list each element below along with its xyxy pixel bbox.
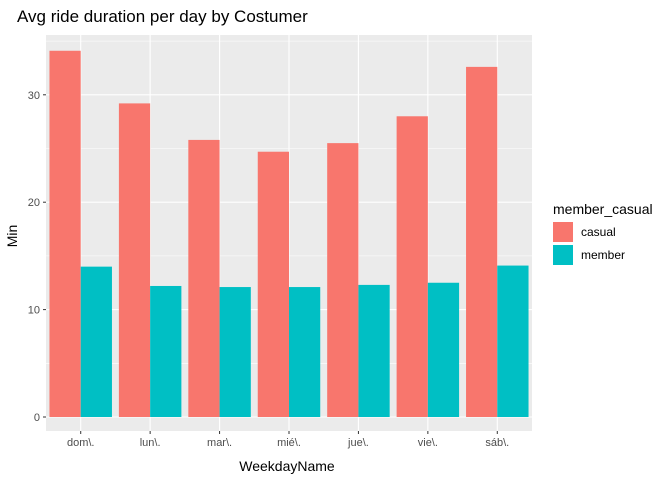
bar-casual <box>396 116 428 417</box>
x-axis: dom\. lun\. mar\. mié\. jue\. vie\. sáb\. <box>67 431 509 449</box>
bar-member <box>497 265 529 417</box>
legend-label-member: member <box>581 248 625 262</box>
bar-casual <box>257 151 289 418</box>
bar-casual <box>49 50 81 418</box>
legend: member_casual casual member <box>553 201 653 265</box>
bar-casual <box>327 143 359 417</box>
x-tick-label: mar\. <box>207 437 232 449</box>
legend-key-casual <box>553 222 573 242</box>
legend-label-casual: casual <box>581 225 616 239</box>
bar-member <box>358 284 390 417</box>
bar-casual <box>466 66 498 417</box>
bar-member <box>80 266 112 417</box>
bar-member <box>219 287 251 417</box>
x-axis-title: WeekdayName <box>239 458 335 474</box>
x-tick-label: lun\. <box>140 437 161 449</box>
chart-title: Avg ride duration per day by Costumer <box>17 7 308 26</box>
y-axis-title: Min <box>4 225 20 248</box>
legend-key-member <box>553 245 573 265</box>
y-tick-label: 30 <box>28 90 40 102</box>
y-tick-label: 20 <box>28 197 40 209</box>
legend-title: member_casual <box>553 201 653 217</box>
y-tick-label: 0 <box>34 412 40 424</box>
bar-casual <box>188 139 220 417</box>
x-tick-label: vie\. <box>418 437 438 449</box>
x-tick-label: jue\. <box>347 437 369 449</box>
x-tick-label: dom\. <box>67 437 95 449</box>
bars <box>49 50 529 418</box>
y-tick-label: 10 <box>28 305 40 317</box>
bar-member <box>289 287 321 417</box>
bar-casual <box>118 103 151 417</box>
x-tick-label: sáb\. <box>485 437 509 449</box>
y-axis: 0 10 20 30 <box>28 90 46 424</box>
x-tick-label: mié\. <box>277 437 301 449</box>
bar-member <box>427 282 460 417</box>
bar-member <box>150 285 182 417</box>
